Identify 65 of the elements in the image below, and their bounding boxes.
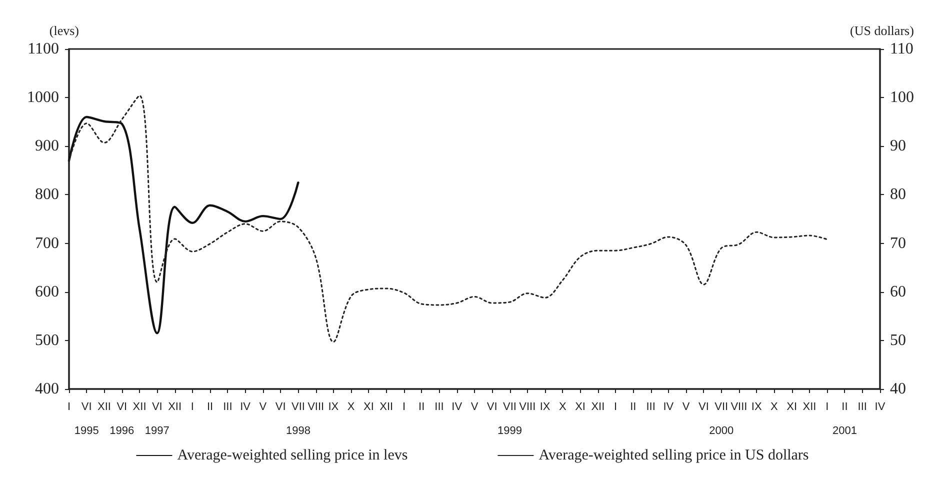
- y2-tick-label: 50: [890, 332, 906, 349]
- x-tick-label: VI: [698, 401, 709, 413]
- x-tick-label: VIII: [730, 401, 748, 413]
- y-tick-label: 900: [35, 138, 59, 155]
- x-tick-label: IX: [751, 401, 762, 413]
- x-tick-label: XI: [575, 401, 586, 413]
- x-tick-label: V: [682, 401, 690, 413]
- y-tick-label: 700: [35, 234, 59, 252]
- x-tick-label: VI 1995: [74, 401, 99, 437]
- x-tick-label: XII: [380, 401, 394, 413]
- y2-axis-title: (US dollars): [850, 23, 914, 38]
- x-tick-label: X: [347, 401, 356, 413]
- x-tick-label: II 2001: [832, 401, 857, 437]
- x-tick-label: XII: [802, 401, 816, 413]
- x-tick-label: II: [206, 401, 214, 413]
- x-tick-label: VI: [486, 401, 498, 413]
- x-tick-label: VI 1997: [144, 401, 170, 437]
- x-tick-label: IX: [328, 401, 340, 413]
- x-tick-label: III: [646, 401, 656, 413]
- y2-tick-label: 90: [890, 138, 906, 155]
- x-tick-label: VI: [275, 401, 286, 413]
- legend-label: Average-weighted selling price in US dollars: [538, 448, 809, 464]
- x-tick-label: II: [630, 401, 636, 413]
- x-tick-label: I: [402, 401, 406, 413]
- x-tick-label: V: [259, 401, 268, 413]
- x-tick-label: III: [434, 401, 444, 413]
- x-tick-label: I: [67, 401, 71, 413]
- y-tick-label: 600: [35, 283, 59, 300]
- x-tick-label: X: [558, 401, 567, 413]
- y2-tick-label: 40: [890, 380, 906, 398]
- y-tick-label: 1100: [28, 40, 59, 58]
- y2-tick-label: 70: [890, 234, 906, 252]
- y2-tick-label: 110: [890, 40, 914, 58]
- y2-tick-label: 80: [890, 186, 906, 204]
- x-tick-label: IV: [240, 401, 252, 413]
- y-tick-label: 400: [35, 380, 59, 398]
- x-tick-label: VIII: [308, 401, 324, 413]
- x-tick-label: VIII: [519, 401, 536, 413]
- x-tick-label: XII: [591, 401, 605, 413]
- x-tick-label: VI 1996: [110, 401, 134, 437]
- x-tick-label: XII: [168, 401, 182, 413]
- x-tick-label: V: [470, 401, 479, 413]
- x-tick-label: III: [223, 401, 232, 413]
- legend-label: Average-weighted selling price in levs: [177, 448, 408, 464]
- y-tick-label: 1000: [27, 89, 59, 106]
- y-tick-label: 800: [35, 186, 59, 204]
- y2-tick-label: 100: [890, 89, 914, 106]
- x-tick-label: IV: [452, 401, 463, 413]
- x-tick-label: II: [418, 401, 425, 413]
- x-tick-label: I: [826, 401, 829, 413]
- y-axis-title: (levs): [49, 23, 79, 38]
- x-tick-label: XI: [786, 401, 798, 413]
- x-tick-label: IV: [874, 401, 886, 413]
- x-tick-label: III: [858, 401, 867, 413]
- y-tick-label: 500: [35, 332, 59, 349]
- x-tick-label: XII: [98, 401, 111, 413]
- x-tick-label: XI: [364, 401, 374, 413]
- line-series: [68, 116, 300, 334]
- x-tick-label: I: [190, 401, 194, 413]
- x-tick-label: I: [614, 401, 618, 413]
- x-tick-label: IX: [540, 401, 551, 413]
- y2-tick-label: 60: [890, 283, 906, 300]
- x-tick-label: IV: [663, 401, 674, 413]
- x-tick-label: XII: [132, 401, 146, 413]
- x-tick-label: X: [770, 401, 779, 413]
